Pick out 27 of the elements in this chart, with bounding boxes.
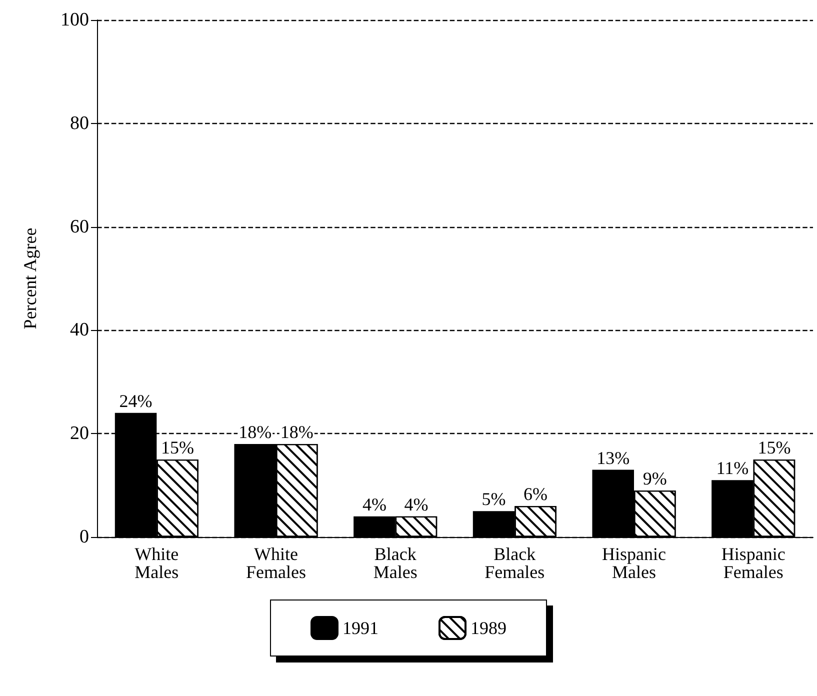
x-tick-label: White Males bbox=[134, 544, 179, 582]
data-label: 15% bbox=[758, 437, 791, 458]
legend-label: 1991 bbox=[342, 618, 378, 638]
data-label: 6% bbox=[524, 484, 548, 504]
data-label: 18% bbox=[280, 422, 314, 442]
data-label: 18% bbox=[238, 422, 272, 442]
y-axis-title: Percent Agree bbox=[20, 228, 40, 330]
x-tick-label: White Females bbox=[246, 544, 306, 582]
data-label: 13% bbox=[596, 448, 630, 468]
x-tick-label: Hispanic Males bbox=[602, 544, 666, 582]
data-label: 9% bbox=[642, 468, 667, 488]
data-label: 24% bbox=[119, 390, 152, 411]
y-tick-label: 100 bbox=[60, 10, 89, 30]
y-tick-label: 60 bbox=[70, 216, 89, 238]
legend-label: 1989 bbox=[470, 618, 506, 638]
x-tick-label: Black Males bbox=[373, 544, 418, 582]
x-tick-label: Black Females bbox=[484, 544, 545, 582]
data-label: 11% bbox=[716, 458, 749, 478]
data-label: 4% bbox=[362, 494, 386, 514]
y-tick-label: 0 bbox=[80, 526, 89, 548]
data-label: 4% bbox=[404, 494, 428, 514]
y-tick-label: 40 bbox=[70, 320, 89, 341]
data-label: 5% bbox=[482, 489, 506, 510]
y-tick-label: 80 bbox=[70, 112, 89, 134]
data-label: 15% bbox=[161, 437, 194, 458]
x-tick-label: Hispanic Females bbox=[721, 544, 786, 582]
y-tick-label: 20 bbox=[70, 423, 89, 444]
